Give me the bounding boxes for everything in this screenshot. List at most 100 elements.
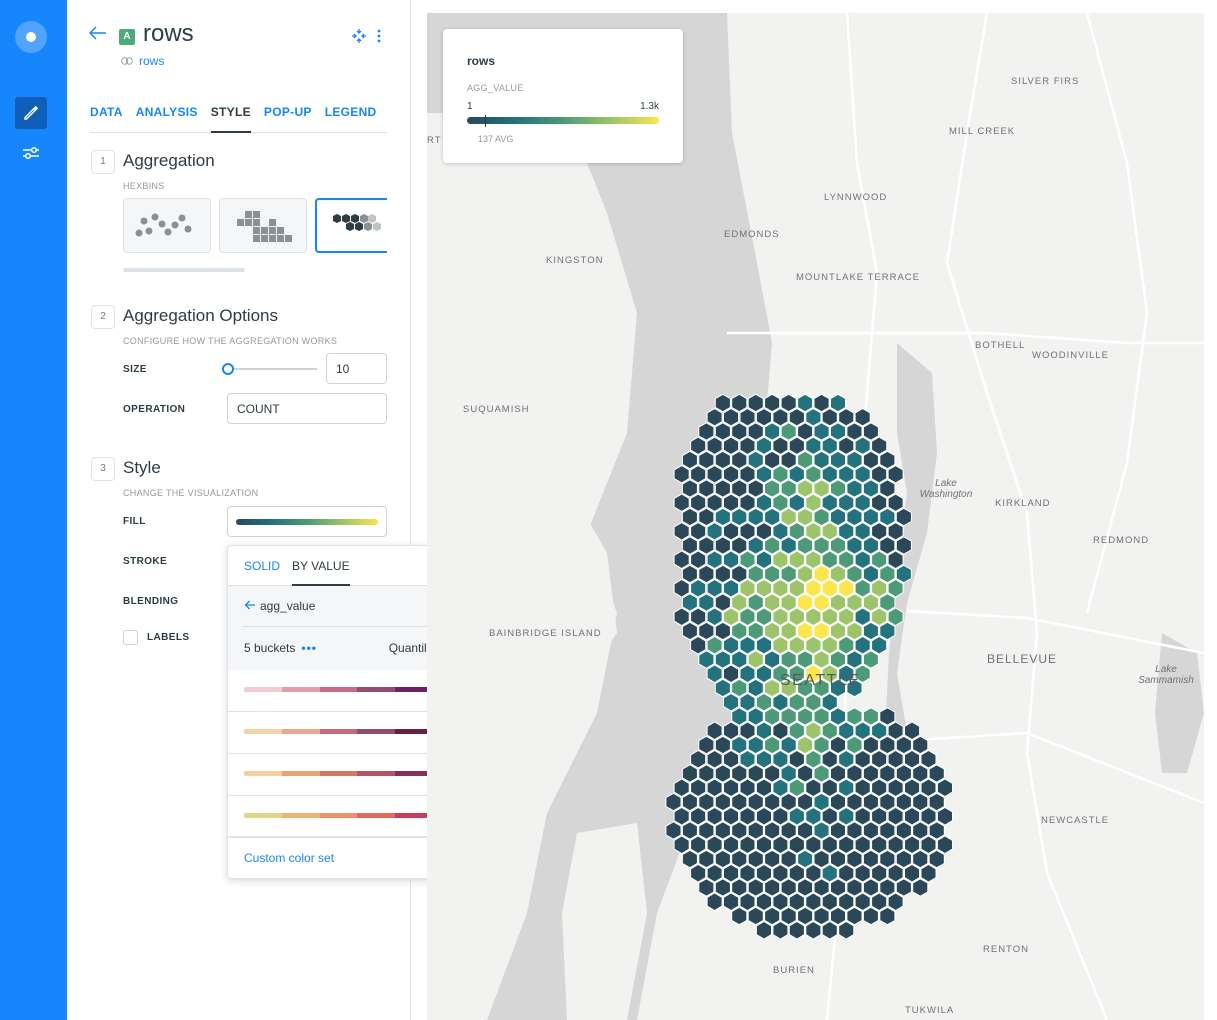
tab-legend[interactable]: LEGEND — [324, 105, 377, 119]
hexbin-cell[interactable] — [879, 906, 896, 926]
hexbin-cell[interactable] — [780, 878, 797, 897]
hexbin-cell[interactable] — [714, 564, 731, 584]
hexbin-cell[interactable] — [714, 678, 731, 698]
hexbin-cell[interactable] — [821, 749, 838, 769]
hexbin-cell[interactable] — [887, 806, 904, 826]
hexbin-cell[interactable] — [813, 536, 830, 555]
hexbin-cell[interactable] — [755, 493, 772, 512]
hexbin-cell[interactable] — [723, 778, 740, 798]
hexbin-cell[interactable] — [838, 408, 855, 427]
hexbin-cell[interactable] — [755, 635, 772, 655]
hexbin-cell[interactable] — [912, 792, 929, 812]
hexbin-cell[interactable] — [698, 621, 715, 641]
hexbin-cell[interactable] — [764, 735, 781, 755]
hexbin-cell[interactable] — [747, 621, 764, 641]
hexbin-cell[interactable] — [681, 507, 698, 527]
hexbin-cell[interactable] — [731, 707, 748, 726]
hexbin-cell[interactable] — [731, 593, 748, 612]
hexbin-cell[interactable] — [871, 635, 888, 655]
hexbin-cell[interactable] — [805, 806, 822, 826]
hexbin-cell[interactable] — [723, 835, 740, 855]
hexbin-cell[interactable] — [854, 778, 871, 798]
hexbin-cell[interactable] — [747, 593, 764, 612]
hexbin-cell[interactable] — [862, 735, 879, 755]
hexbin-cell[interactable] — [805, 408, 822, 427]
hexbin-cell[interactable] — [764, 764, 781, 783]
hexbin-cell[interactable] — [723, 436, 740, 455]
hexbin-cell[interactable] — [813, 422, 830, 441]
hexbin-cell[interactable] — [904, 778, 921, 798]
hexbin-cell[interactable] — [887, 493, 904, 512]
hexbin-cell[interactable] — [797, 707, 814, 726]
hexbin-cell[interactable] — [813, 650, 830, 669]
hexbin-cell[interactable] — [772, 664, 789, 684]
hexbin-cell[interactable] — [747, 422, 764, 441]
hexbin-cell[interactable] — [854, 835, 871, 855]
hexbin-cell[interactable] — [731, 564, 748, 584]
hexbin-cell[interactable] — [854, 607, 871, 627]
hexbin-cell[interactable] — [780, 678, 797, 698]
hexbin-cell[interactable] — [854, 408, 871, 427]
hexbin-cell[interactable] — [755, 436, 772, 455]
size-input[interactable]: 10 — [326, 353, 387, 384]
hexbin-cell[interactable] — [747, 536, 764, 555]
hexbin-cell[interactable] — [698, 735, 715, 755]
hexbin-cell[interactable] — [747, 849, 764, 869]
hexbin-cell[interactable] — [690, 863, 707, 883]
hexbin-cell[interactable] — [723, 522, 740, 541]
hexbin-cell[interactable] — [879, 849, 896, 869]
hexbin-cell[interactable] — [912, 849, 929, 869]
hexbin-cell[interactable] — [747, 906, 764, 926]
hexbin-cell[interactable] — [936, 806, 953, 826]
hexbin-cell[interactable] — [755, 778, 772, 798]
hexbin-cell[interactable] — [706, 863, 723, 883]
hexbin-cell[interactable] — [764, 878, 781, 897]
hexbin-cell[interactable] — [854, 493, 871, 512]
hexbin-cell[interactable] — [788, 806, 805, 826]
hexbin-cell[interactable] — [747, 878, 764, 897]
hexbin-cell[interactable] — [731, 621, 748, 641]
hexbin-cell[interactable] — [830, 422, 846, 441]
logo-icon[interactable] — [15, 21, 47, 53]
hexbin-cell[interactable] — [780, 507, 797, 527]
hexbin-cell[interactable] — [904, 863, 921, 883]
hexbin-cell[interactable] — [780, 735, 797, 755]
hexbin-cell[interactable] — [797, 393, 814, 413]
hexbin-cell[interactable] — [764, 393, 781, 413]
hexbin-cell[interactable] — [871, 778, 888, 798]
hexbin-cell[interactable] — [871, 721, 888, 741]
hexbin-cell[interactable] — [862, 536, 879, 555]
aggregation-points-option[interactable] — [123, 198, 211, 253]
hexbin-cell[interactable] — [714, 821, 731, 840]
hexbin-cell[interactable] — [846, 621, 863, 641]
hexbin-cell[interactable] — [879, 878, 896, 897]
hexbin-cell[interactable] — [813, 878, 830, 897]
hexbin-cell[interactable] — [690, 465, 707, 484]
hexbin-cell[interactable] — [895, 764, 912, 783]
hexbin-cell[interactable] — [681, 593, 698, 612]
hexbin-cell[interactable] — [731, 735, 748, 755]
aggregation-hexbins-option[interactable] — [315, 198, 387, 253]
aggregation-squares-option[interactable] — [219, 198, 307, 253]
hexbin-cell[interactable] — [838, 892, 855, 912]
hexbin-cell[interactable] — [830, 906, 846, 926]
hexbin-cell[interactable] — [755, 550, 772, 570]
hexbin-cell[interactable] — [780, 479, 797, 498]
hexbin-cell[interactable] — [797, 650, 814, 669]
hexbin-cell[interactable] — [755, 522, 772, 541]
hexbin-cell[interactable] — [887, 550, 904, 570]
hexbin-cell[interactable] — [739, 408, 756, 427]
hexbin-cell[interactable] — [821, 550, 838, 570]
hexbin-cell[interactable] — [739, 436, 756, 455]
hexbin-cell[interactable] — [846, 422, 863, 441]
hexbin-cell[interactable] — [681, 792, 698, 812]
hexbin-cell[interactable] — [714, 650, 731, 669]
hexbin-cell[interactable] — [887, 578, 904, 598]
hexbin-cell[interactable] — [887, 465, 904, 484]
hexbin-cell[interactable] — [788, 493, 805, 512]
hexbin-cell[interactable] — [739, 692, 756, 712]
hexbin-cell[interactable] — [838, 550, 855, 570]
layer-title[interactable]: rows — [143, 20, 194, 47]
hexbin-cell[interactable] — [854, 465, 871, 484]
hexbin-cell[interactable] — [813, 564, 830, 584]
